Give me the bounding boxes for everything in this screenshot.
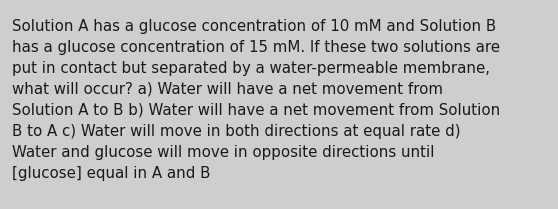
Text: Solution A has a glucose concentration of 10 mM and Solution B
has a glucose con: Solution A has a glucose concentration o…	[12, 19, 501, 181]
